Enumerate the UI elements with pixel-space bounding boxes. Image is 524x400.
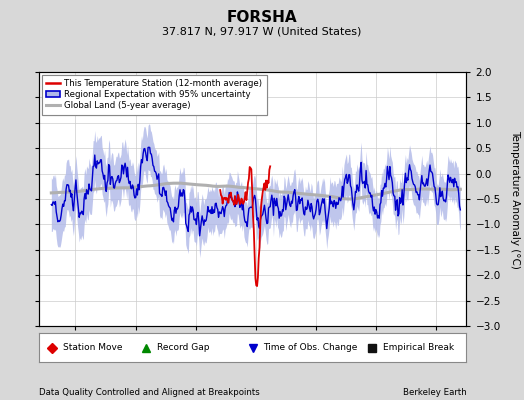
Legend: This Temperature Station (12-month average), Regional Expectation with 95% uncer: This Temperature Station (12-month avera… xyxy=(42,74,267,114)
Text: Station Move: Station Move xyxy=(63,343,122,352)
Text: Empirical Break: Empirical Break xyxy=(383,343,454,352)
Text: Berkeley Earth: Berkeley Earth xyxy=(402,388,466,397)
Text: 37.817 N, 97.917 W (United States): 37.817 N, 97.917 W (United States) xyxy=(162,26,362,36)
Text: Data Quality Controlled and Aligned at Breakpoints: Data Quality Controlled and Aligned at B… xyxy=(39,388,260,397)
Text: FORSHA: FORSHA xyxy=(227,10,297,25)
Text: Time of Obs. Change: Time of Obs. Change xyxy=(264,343,358,352)
Y-axis label: Temperature Anomaly (°C): Temperature Anomaly (°C) xyxy=(510,130,520,268)
Text: Record Gap: Record Gap xyxy=(157,343,209,352)
